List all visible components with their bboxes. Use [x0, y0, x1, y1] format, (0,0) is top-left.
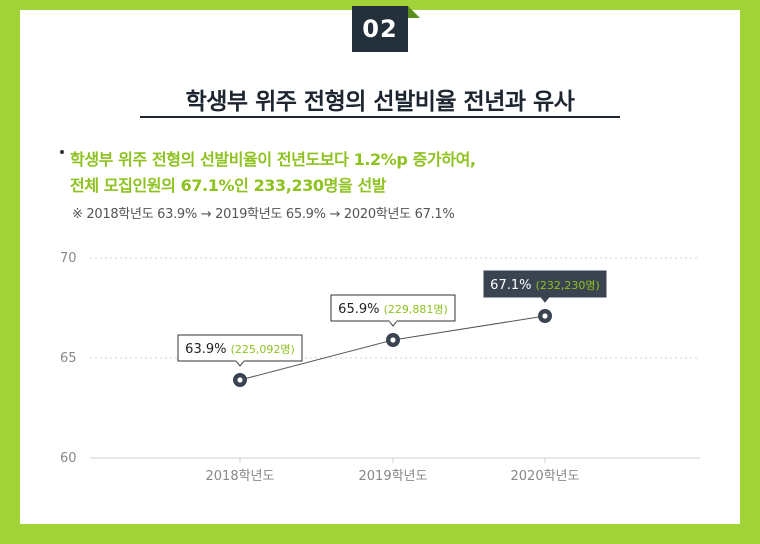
y-tick-label: 70	[60, 251, 77, 266]
title-underline	[140, 116, 620, 118]
annotation-pct: 63.9%	[185, 342, 230, 357]
annotation-pct: 65.9%	[338, 302, 383, 317]
badge-fold	[408, 6, 420, 18]
annotation-count: (232,230명)	[536, 279, 600, 292]
card	[20, 10, 740, 524]
annotation-pointer	[540, 296, 550, 303]
annotation-box	[177, 334, 303, 362]
note-text: ※ 2018학년도 63.9% → 2019학년도 65.9% → 2020학년…	[72, 207, 455, 222]
highlight-line-2: 전체 모집인원의 67.1%인 233,230명을 선발	[70, 176, 387, 195]
annotation-box	[483, 270, 607, 298]
annotation-label: 65.9% (229,881명)	[338, 302, 448, 317]
highlight-line-1: 학생부 위주 전형의 선발비율이 전년도보다 1.2%p 증가하여,	[70, 150, 476, 169]
annotation-box	[330, 294, 456, 322]
section-number-badge: 02	[352, 6, 408, 52]
annotation-pointer	[235, 360, 245, 367]
annotation-count: (225,092명)	[231, 343, 295, 356]
page-title: 학생부 위주 전형의 선발비율 전년과 유사	[185, 89, 575, 115]
annotation-count: (229,881명)	[384, 303, 448, 316]
y-tick-label: 60	[60, 451, 77, 466]
y-tick-label: 65	[60, 351, 77, 366]
annotation-pct: 67.1%	[490, 278, 535, 293]
x-tick-label: 2020학년도	[511, 469, 580, 484]
annotation-pointer	[388, 320, 398, 327]
data-point-center	[390, 337, 396, 343]
x-tick-label: 2018학년도	[206, 469, 275, 484]
data-point-center	[237, 377, 243, 383]
annotation-label: 63.9% (225,092명)	[185, 342, 295, 357]
annotation-label: 67.1% (232,230명)	[490, 278, 600, 293]
x-tick-label: 2019학년도	[359, 469, 428, 484]
bullet-icon	[60, 150, 64, 154]
data-point-center	[542, 313, 548, 319]
